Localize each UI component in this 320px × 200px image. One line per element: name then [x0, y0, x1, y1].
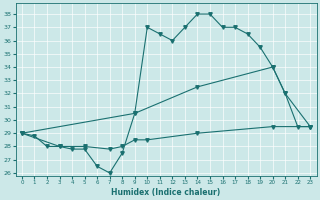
X-axis label: Humidex (Indice chaleur): Humidex (Indice chaleur)	[111, 188, 221, 197]
